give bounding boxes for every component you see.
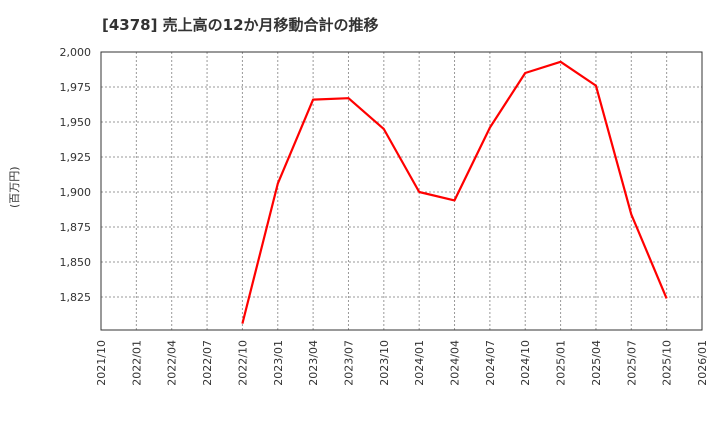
- x-axis-ticks: 2021/10 2022/01 2022/04 2022/07 2022/10 2023/…: [95, 340, 709, 386]
- grid-lines: [101, 52, 702, 330]
- sales-series-line: [241, 60, 668, 324]
- x-tick-label: 2024/10: [519, 340, 532, 386]
- x-tick-label: 2022/10: [236, 340, 249, 386]
- x-tick-label: 2022/04: [166, 340, 179, 386]
- x-tick-label: 2025/04: [590, 340, 603, 386]
- x-tick-label: 2025/10: [661, 340, 674, 386]
- x-tick-label: 2023/04: [307, 340, 320, 386]
- y-tick-label: 1,925: [60, 151, 92, 164]
- x-tick-label: 2022/07: [201, 340, 214, 386]
- x-tick-label: 2022/01: [130, 340, 143, 386]
- chart-title: [4378] 売上高の12か月移動合計の推移: [102, 16, 379, 34]
- x-tick-label: 2024/07: [484, 340, 497, 386]
- y-tick-label: 1,825: [60, 291, 92, 304]
- y-tick-label: 1,950: [60, 116, 92, 129]
- y-tick-label: 1,975: [60, 81, 92, 94]
- x-tick-label: 2023/07: [342, 340, 355, 386]
- y-tick-label: 1,875: [60, 221, 92, 234]
- x-tick-label: 2025/07: [625, 340, 638, 386]
- y-tick-label: 1,900: [60, 186, 92, 199]
- y-tick-label: 2,000: [60, 46, 92, 59]
- x-tick-label: 2021/10: [95, 340, 108, 386]
- y-axis-ticks: 1,825 1,850 1,875 1,900 1,925 1,950 1,975 2,000: [60, 46, 92, 304]
- x-tick-label: 2023/01: [272, 340, 285, 386]
- x-tick-label: 2025/01: [555, 340, 568, 386]
- x-tick-label: 2026/01: [696, 340, 709, 386]
- plot-area-frame: [100, 51, 703, 331]
- x-tick-label: 2024/01: [413, 340, 426, 386]
- x-tick-label: 2024/04: [449, 340, 462, 386]
- y-tick-label: 1,850: [60, 256, 92, 269]
- x-tick-label: 2023/10: [378, 340, 391, 386]
